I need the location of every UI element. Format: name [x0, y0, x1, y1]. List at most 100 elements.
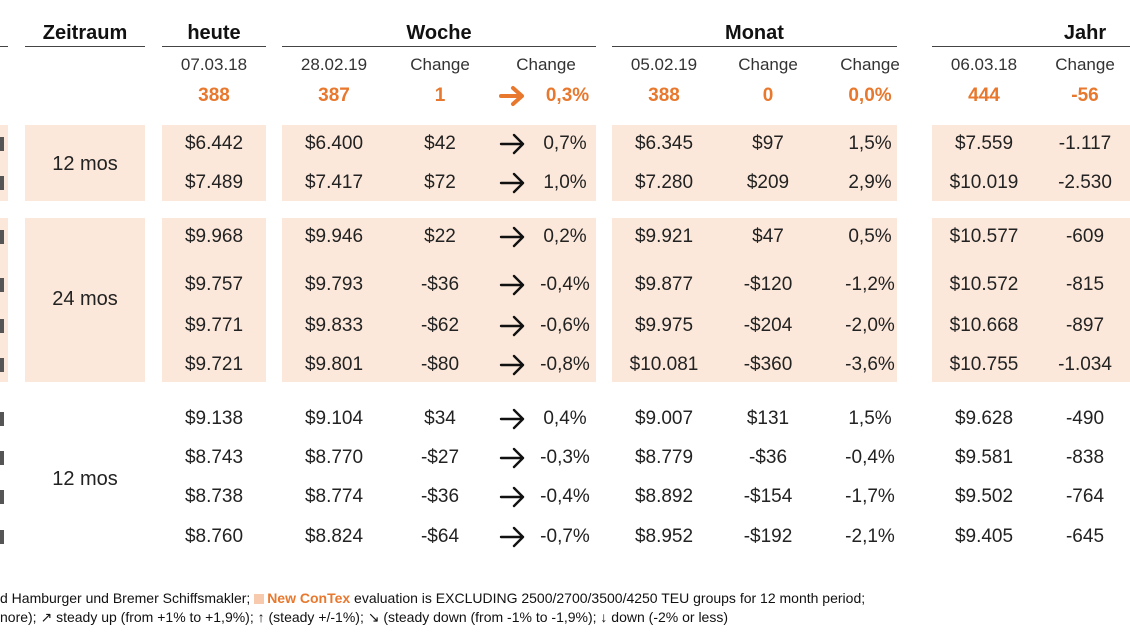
right-arrow-icon — [499, 408, 525, 430]
cell-monat-pct: 0,5% — [848, 226, 892, 247]
index-woche-pct: 0,3% — [545, 85, 590, 106]
subheader-monat-change-pct: Change — [840, 55, 900, 74]
right-arrow-orange-icon — [499, 86, 524, 106]
group-label: 24 mos — [52, 288, 118, 310]
table-row: $8.738 $8.774 -$36 -0,4% $8.892 -$154 -1,7% $9.… — [0, 480, 1130, 514]
table-row: $9.757 $9.793 -$36 -0,4% $9.877 -$120 -1,2% $10… — [0, 268, 1130, 302]
footer-text: evaluation is EXCLUDING 2500/2700/3500/4… — [350, 590, 866, 606]
header-woche: Woche — [406, 22, 472, 44]
right-arrow-icon — [499, 172, 525, 194]
cell-monat-change: $209 — [746, 172, 790, 193]
cell-woche: $9.104 — [304, 408, 364, 429]
table-row: $8.760 $8.824 -$64 -0,7% $8.952 -$192 -2,1% $9.… — [0, 520, 1130, 554]
cell-jahr-change: -815 — [1065, 274, 1105, 295]
right-arrow-icon — [499, 486, 525, 508]
cell-woche-pct: -0,4% — [540, 486, 590, 507]
row-marker — [0, 176, 4, 190]
cell-woche: $9.801 — [304, 354, 364, 375]
cell-woche: $8.824 — [304, 526, 364, 547]
cell-woche-pct: -0,8% — [540, 354, 590, 375]
footer-brand: New ConTex — [267, 590, 351, 606]
row-marker — [0, 530, 4, 544]
cell-heute: $9.138 — [184, 408, 244, 429]
cell-jahr-change: -838 — [1065, 447, 1105, 468]
subheader-jahr-date: 06.03.18 — [950, 55, 1018, 74]
row-marker — [0, 358, 4, 372]
cell-monat-change: -$360 — [743, 354, 793, 375]
cell-woche-change: $34 — [424, 408, 456, 429]
group-band — [162, 125, 266, 201]
cell-monat-change: -$204 — [743, 315, 793, 336]
cell-monat-pct: -1,7% — [845, 486, 895, 507]
row-marker — [0, 230, 4, 244]
table-row: $9.138 $9.104 $34 0,4% $9.007 $131 1,5% $9.628 -… — [0, 402, 1130, 436]
cell-woche-change: -$36 — [420, 486, 460, 507]
table-row: $9.721 $9.801 -$80 -0,8% $10.081 -$360 -3,6% $1… — [0, 348, 1130, 382]
cell-jahr-change: -609 — [1065, 226, 1105, 247]
cell-jahr: $10.577 — [949, 226, 1019, 247]
cell-woche-pct: 0,4% — [543, 408, 587, 429]
index-monat: 388 — [648, 85, 680, 106]
row-marker — [0, 319, 4, 333]
cell-woche: $8.770 — [304, 447, 364, 468]
cell-monat: $9.877 — [634, 274, 694, 295]
cell-woche-change: -$64 — [420, 526, 460, 547]
cell-jahr: $9.502 — [954, 486, 1014, 507]
cell-monat: $9.007 — [634, 408, 694, 429]
header-rule — [282, 46, 596, 47]
right-arrow-icon — [499, 274, 525, 296]
header-zeitraum: Zeitraum — [42, 22, 128, 44]
index-monat-pct: 0,0% — [848, 85, 892, 106]
cell-monat-pct: 1,5% — [848, 408, 892, 429]
cell-monat: $7.280 — [634, 172, 694, 193]
subheader-heute-date: 07.03.18 — [180, 55, 248, 74]
cell-heute: $6.442 — [184, 133, 244, 154]
orange-square-icon — [254, 594, 265, 604]
table-row: $9.968 $9.946 $22 0,2% $9.921 $47 0,5% $10.577 -… — [0, 220, 1130, 254]
cell-jahr-change: -1.117 — [1058, 133, 1112, 154]
cell-woche-pct: 0,2% — [543, 226, 587, 247]
cell-monat: $6.345 — [634, 133, 694, 154]
cell-monat-change: $131 — [746, 408, 790, 429]
table-row: $9.771 $9.833 -$62 -0,6% $9.975 -$204 -2,0% $10… — [0, 309, 1130, 343]
cell-woche-pct: -0,3% — [540, 447, 590, 468]
group-band — [612, 125, 897, 201]
group-band — [932, 218, 1130, 382]
cell-jahr-change: -1.034 — [1058, 354, 1112, 375]
cell-jahr-change: -764 — [1065, 486, 1105, 507]
group-band — [0, 218, 8, 382]
footer-line-2: nore); ↗ steady up (from +1% to +1,9%); … — [0, 609, 729, 625]
cell-woche: $9.793 — [304, 274, 364, 295]
cell-woche-change: -$36 — [420, 274, 460, 295]
header-rule — [162, 46, 266, 47]
subheader-woche-date: 28.02.19 — [300, 55, 368, 74]
table-row: $6.442 $6.400 $42 0,7% $6.345 $97 1,5% $7.559 -1… — [0, 127, 1130, 161]
row-marker — [0, 451, 4, 465]
header-rule — [0, 46, 8, 47]
cell-woche: $6.400 — [304, 133, 364, 154]
group-label: 12 mos — [52, 153, 118, 175]
right-arrow-icon — [499, 133, 525, 155]
row-marker — [0, 137, 4, 151]
index-woche: 387 — [318, 85, 350, 106]
row-marker — [0, 412, 4, 426]
cell-monat-change: -$154 — [743, 486, 793, 507]
cell-jahr-change: -645 — [1065, 526, 1105, 547]
right-arrow-icon — [499, 447, 525, 469]
cell-monat-change: $97 — [752, 133, 784, 154]
header-jahr: Jahr — [1063, 22, 1107, 44]
subheader-jahr-change: Change — [1055, 55, 1115, 74]
cell-woche-change: $42 — [424, 133, 456, 154]
right-arrow-icon — [499, 226, 525, 248]
cell-monat-pct: -2,1% — [845, 526, 895, 547]
header-rule — [25, 46, 145, 47]
cell-monat: $9.975 — [634, 315, 694, 336]
cell-heute: $9.757 — [184, 274, 244, 295]
header-heute: heute — [187, 22, 241, 44]
cell-heute: $9.968 — [184, 226, 244, 247]
cell-woche-change: $72 — [424, 172, 456, 193]
cell-jahr-change: -490 — [1065, 408, 1105, 429]
cell-woche: $7.417 — [304, 172, 364, 193]
group-band — [932, 125, 1130, 201]
row-marker — [0, 278, 4, 292]
